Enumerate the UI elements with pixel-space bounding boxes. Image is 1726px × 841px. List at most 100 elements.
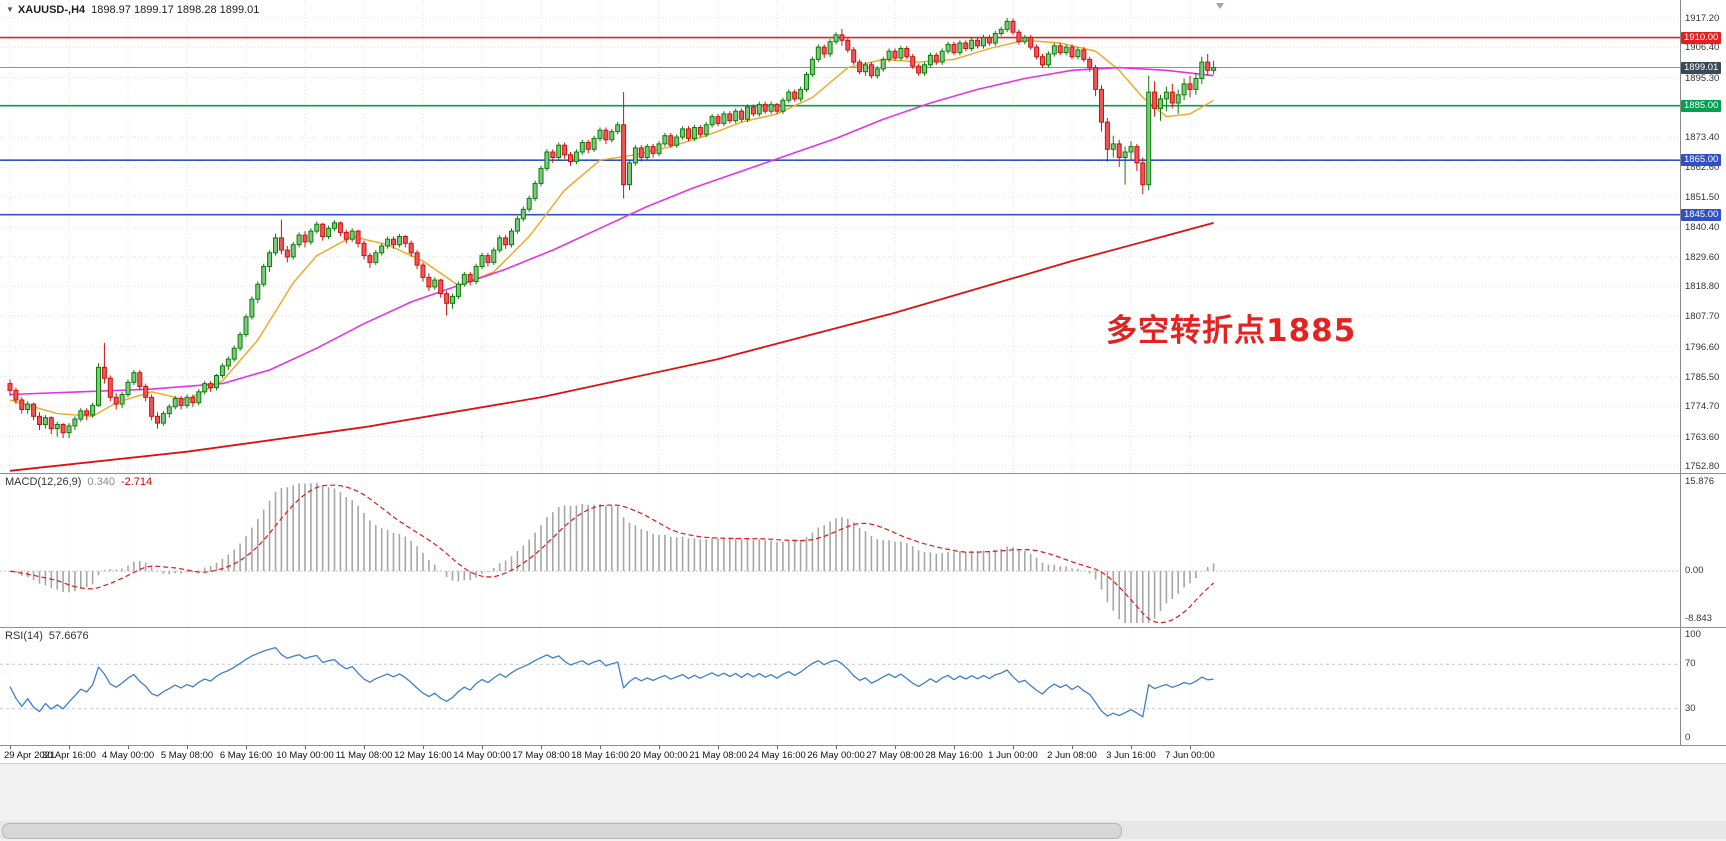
time-tick: [541, 746, 542, 749]
annotation-text: 多空转折点1885: [1106, 313, 1357, 349]
rsi-scale-30: 30: [1685, 703, 1696, 714]
price-axis-label: 1774.70: [1685, 401, 1720, 412]
time-tick: [718, 746, 719, 749]
bottom-scroll-area: [0, 763, 1726, 841]
macd-header: MACD(12,26,9) 0.340 -2.714: [5, 476, 152, 488]
macd-panel[interactable]: MACD(12,26,9) 0.340 -2.714 15.876 0.00 -8.84…: [0, 473, 1726, 627]
price-axis-label: 1840.40: [1685, 222, 1720, 233]
main-price-chart[interactable]: ▼ XAUUSD-,H4 1898.97 1899.17 1898.28 1899.…: [0, 0, 1726, 473]
price-axis-label: 1796.60: [1685, 342, 1720, 353]
price-axis-label: 1752.80: [1685, 461, 1720, 472]
chevron-down-icon[interactable]: ▼: [6, 5, 14, 14]
macd-label: MACD(12,26,9): [5, 476, 82, 488]
time-axis-label: 3 Jun 16:00: [1106, 750, 1156, 761]
rsi-scale-0: 0: [1685, 732, 1691, 743]
time-axis-label: 6 May 16:00: [219, 750, 273, 761]
time-tick: [10, 746, 11, 749]
price-axis-label: 1818.80: [1685, 281, 1720, 292]
time-axis-label: 24 May 16:00: [748, 750, 806, 761]
time-tick: [246, 746, 247, 749]
rsi-line: [9, 646, 1214, 718]
price-line-label: 1899.01: [1681, 62, 1722, 74]
rsi-panel[interactable]: RSI(14) 57.6676 100 70 30 0: [0, 627, 1726, 745]
time-axis-label: 17 May 08:00: [512, 750, 570, 761]
time-tick: [954, 746, 955, 749]
macd-scale-max: 15.876: [1685, 476, 1715, 487]
macd-plot: [0, 474, 1680, 632]
time-tick: [69, 746, 70, 749]
time-tick: [600, 746, 601, 749]
symbol-timeframe-label: XAUUSD-,H4: [17, 4, 86, 16]
time-tick: [1013, 746, 1014, 749]
rsi-scale-100: 100: [1685, 629, 1701, 640]
time-axis-label: 14 May 00:00: [453, 750, 511, 761]
price-line-label: 1865.00: [1681, 154, 1722, 166]
price-axis-label: 1862.60: [1685, 162, 1720, 173]
time-tick: [895, 746, 896, 749]
time-tick: [423, 746, 424, 749]
time-axis[interactable]: 29 Apr 2021 30 Apr 16:00 4 May 00:00 5 May …: [0, 745, 1726, 763]
time-axis-label: 11 May 08:00: [335, 750, 393, 761]
macd-histogram: [15, 482, 1215, 623]
rsi-scale-70: 70: [1685, 658, 1696, 669]
price-axis-label: 1895.30: [1685, 73, 1720, 84]
time-tick: [305, 746, 306, 749]
macd-axis: 15.876 0.00 -8.843: [1680, 474, 1726, 627]
macd-scale-min: -8.843: [1685, 613, 1712, 624]
time-axis-label: 21 May 08:00: [689, 750, 747, 761]
shift-marker-icon[interactable]: [1216, 3, 1224, 9]
price-axis-label: 1873.40: [1685, 132, 1720, 143]
price-axis-label: 1829.60: [1685, 252, 1720, 263]
price-line-label: 1885.00: [1681, 100, 1722, 112]
candles: [7, 18, 1217, 439]
time-tick: [1190, 746, 1191, 749]
price-line-label: 1910.00: [1681, 32, 1722, 44]
rsi-header: RSI(14) 57.6676: [5, 630, 89, 642]
ohlc-values: 1898.97 1899.17 1898.28 1899.01: [91, 4, 260, 16]
price-line-label: 1845.00: [1681, 209, 1722, 221]
rsi-grid: [0, 628, 1680, 745]
price-axis-label: 1807.70: [1685, 311, 1720, 322]
rsi-label: RSI(14): [5, 630, 43, 642]
price-axis[interactable]: 1917.20 1906.40 1895.30 1873.40 1862.60 1851.…: [1680, 0, 1726, 473]
time-axis-label: 20 May 00:00: [630, 750, 688, 761]
time-axis-label: 29 Apr 2021: [4, 750, 56, 761]
time-tick: [364, 746, 365, 749]
rsi-value: 57.6676: [48, 630, 89, 642]
candlestick-plot: [0, 0, 1680, 473]
time-axis-label: 27 May 08:00: [866, 750, 924, 761]
time-tick: [836, 746, 837, 749]
price-axis-label: 1906.40: [1685, 42, 1720, 53]
time-axis-label: 10 May 00:00: [276, 750, 334, 761]
rsi-plot: [0, 628, 1680, 750]
time-tick: [777, 746, 778, 749]
macd-main-value: 0.340: [87, 476, 115, 488]
time-axis-label: 12 May 16:00: [394, 750, 452, 761]
rsi-axis: 100 70 30 0: [1680, 628, 1726, 745]
chart-header: ▼ XAUUSD-,H4 1898.97 1899.17 1898.28 1899.…: [6, 4, 259, 16]
time-tick: [1072, 746, 1073, 749]
grid-lines: [0, 0, 1680, 473]
time-tick: [128, 746, 129, 749]
time-axis-label: 5 May 08:00: [160, 750, 214, 761]
time-axis-label: 28 May 16:00: [925, 750, 983, 761]
time-tick: [659, 746, 660, 749]
price-axis-label: 1917.20: [1685, 13, 1720, 24]
time-axis-label: 26 May 00:00: [807, 750, 865, 761]
time-tick: [187, 746, 188, 749]
macd-scale-zero: 0.00: [1685, 565, 1704, 576]
horizontal-scrollbar[interactable]: [2, 823, 1122, 839]
time-axis-label: 7 Jun 00:00: [1165, 750, 1215, 761]
time-axis-label: 2 Jun 08:00: [1047, 750, 1097, 761]
macd-signal-value: -2.714: [120, 476, 153, 488]
macd-grid: [0, 474, 1680, 627]
price-axis-label: 1851.50: [1685, 192, 1720, 203]
macd-signal-line: [9, 484, 1215, 624]
time-tick: [1131, 746, 1132, 749]
horizontal-price-lines[interactable]: [0, 36, 1680, 216]
moving-average-lines: [9, 39, 1214, 472]
time-axis-label: 18 May 16:00: [571, 750, 629, 761]
time-axis-label: 1 Jun 00:00: [988, 750, 1038, 761]
time-axis-label: 30 Apr 16:00: [42, 750, 96, 761]
